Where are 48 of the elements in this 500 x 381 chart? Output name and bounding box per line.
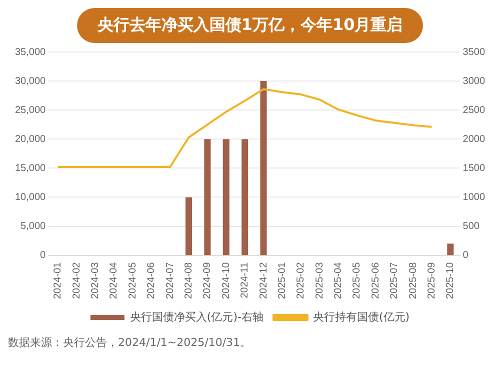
x-tick-label: 2025-08 [408, 262, 419, 300]
x-tick-label: 2024-08 [184, 262, 195, 300]
chart-title: 央行去年净买入国债1万亿，今年10月重启 [77, 8, 423, 43]
x-tick-label: 2024-04 [108, 262, 120, 300]
legend-label: 央行持有国债(亿元) [312, 310, 410, 324]
y-tick-label: 20,000 [14, 134, 46, 145]
y2-tick-label: 2500 [462, 104, 486, 116]
x-tick-label: 2025-04 [333, 262, 344, 300]
y-tick-label: 15,000 [14, 162, 46, 174]
x-tick-label: 2025-01 [276, 262, 288, 300]
x-tick-label: 2024-02 [71, 262, 82, 300]
y2-tick-label: 1000 [462, 192, 486, 203]
y-tick-label: 35,000 [14, 46, 46, 58]
source-note: 数据来源：央行公告，2024/1/1~2025/10/31。 [8, 335, 252, 350]
x-tick-label: 2024-10 [220, 262, 232, 300]
y2-tick-label: 1500 [462, 162, 486, 174]
x-tick-label: 2025-03 [314, 262, 326, 300]
y-tick-label: 10,000 [14, 192, 46, 203]
bar [260, 81, 267, 256]
x-tick-label: 2024-06 [146, 262, 158, 300]
x-tick-label: 2025-09 [426, 262, 438, 300]
x-tick-label: 2024-05 [127, 262, 138, 300]
bar [185, 197, 192, 256]
bar [447, 244, 454, 256]
x-tick-label: 2024-12 [258, 262, 270, 300]
y-tick-label: 0 [40, 250, 46, 262]
x-tick-label: 2025-10 [445, 262, 456, 300]
x-tick-label: 2025-05 [352, 262, 363, 300]
y2-tick-label: 2000 [462, 134, 486, 145]
y2-tick-label: 3000 [462, 76, 486, 87]
x-tick-label: 2024-03 [90, 262, 102, 300]
x-tick-label: 2024-11 [240, 262, 251, 298]
x-tick-label: 2024-01 [52, 262, 64, 300]
x-tick-label: 2025-02 [296, 262, 307, 300]
bar [222, 139, 230, 256]
y-tick-label: 30,000 [14, 76, 46, 87]
y2-tick-label: 3500 [462, 46, 486, 58]
x-tick-label: 2025-06 [370, 262, 382, 300]
y-tick-label: 5,000 [20, 221, 46, 232]
legend-label: 央行国债净买入(亿元)-右轴 [130, 310, 264, 324]
y2-tick-label: 0 [462, 250, 469, 262]
bar [204, 139, 211, 256]
x-tick-label: 2024-09 [202, 262, 214, 300]
y2-tick-label: 500 [462, 221, 480, 232]
x-tick-label: 2024-07 [164, 262, 176, 300]
x-tick-label: 2025-07 [389, 262, 400, 300]
y-tick-label: 25,000 [14, 104, 46, 116]
bar [242, 139, 248, 256]
